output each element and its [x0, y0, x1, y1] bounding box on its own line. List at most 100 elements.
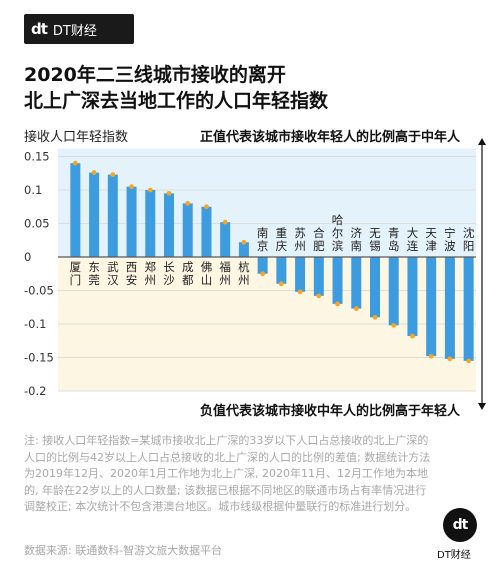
category-label: 合 — [313, 226, 325, 240]
chart-title: 2020年二三线城市接收的离开 北上广深去当地工作的人口年轻指数 — [24, 62, 484, 114]
chart-title-line-1: 2020年二三线城市接收的离开 — [24, 64, 286, 86]
y-tick-label: 0.15 — [24, 150, 50, 164]
category-label: 青 — [388, 226, 400, 240]
category-label: 安 — [126, 273, 138, 287]
bar-福州 — [220, 222, 231, 257]
bar-tip-dot — [72, 160, 78, 166]
category-label: 锡 — [369, 239, 381, 253]
y-tick-label: -0.1 — [24, 317, 46, 331]
bar-tip-dot — [316, 293, 322, 299]
footnote: 注: 接收人口年轻指数=某城市接收北上广深的33岁以下人口占总接收的北上广深的人… — [24, 434, 431, 513]
bar-苏州 — [295, 257, 306, 292]
bar-tip-dot — [110, 172, 116, 177]
bar-南京 — [257, 257, 268, 274]
bar-济南 — [351, 257, 362, 309]
bar-重庆 — [276, 257, 287, 284]
bar-tip-dot — [278, 281, 284, 287]
bar-青岛 — [388, 257, 399, 326]
category-label: 州 — [145, 273, 157, 287]
category-label: 厦 — [70, 260, 82, 274]
bar-tip-dot — [391, 322, 397, 328]
category-label: 滨 — [332, 239, 344, 253]
category-label: 尔 — [332, 226, 344, 240]
bar-武汉 — [107, 174, 118, 257]
dt-logo-icon: dt — [31, 20, 48, 38]
bar-天津 — [426, 257, 437, 357]
bar-tip-dot — [222, 219, 228, 225]
category-label: 苏 — [294, 226, 306, 240]
category-label: 肥 — [313, 239, 325, 253]
bar-tip-dot — [447, 356, 453, 362]
category-label: 莞 — [88, 273, 100, 287]
arrow-up-icon — [478, 138, 486, 145]
y-tick-label: 0 — [24, 250, 31, 264]
category-label: 重 — [276, 226, 288, 240]
bar-tip-dot — [335, 301, 340, 307]
bar-tip-dot — [297, 289, 303, 295]
bar-tip-dot — [260, 271, 266, 277]
category-label: 沈 — [463, 226, 475, 240]
category-label: 济 — [351, 226, 363, 240]
bar-tip-dot — [204, 204, 209, 210]
bar-哈尔滨 — [332, 257, 343, 304]
y-axis-title: 接收人口年轻指数 — [24, 130, 129, 145]
bar-长沙 — [164, 193, 174, 257]
y-tick-label: 0.05 — [24, 217, 50, 231]
bar-沈阳 — [463, 257, 474, 361]
category-label: 门 — [70, 273, 82, 287]
bar-tip-dot — [147, 187, 153, 193]
category-label: 西 — [126, 260, 138, 274]
bar-成都 — [182, 203, 193, 257]
category-label: 长 — [163, 260, 175, 274]
bar-tip-dot — [372, 314, 378, 320]
category-label: 南 — [351, 239, 363, 253]
category-label: 宁 — [444, 226, 456, 240]
category-label: 都 — [182, 273, 194, 287]
category-label: 连 — [407, 239, 419, 253]
data-source: 数据来源: 联通数科-智游文旅大数据平台 — [24, 544, 223, 557]
negative-value-note: 负值代表该城市接收中年人的比例高于年轻人 — [200, 404, 461, 419]
category-label: 大 — [407, 226, 419, 240]
category-label: 波 — [444, 239, 456, 253]
category-label: 津 — [425, 239, 437, 253]
category-label: 福 — [219, 260, 231, 274]
y-tick-label: -0.2 — [24, 384, 46, 398]
category-label: 汉 — [107, 273, 119, 287]
category-label: 东 — [88, 260, 100, 274]
bar-郑州 — [145, 190, 156, 257]
bar-tip-dot — [241, 239, 247, 245]
category-label: 成 — [182, 260, 194, 274]
bar-tip-dot — [166, 190, 172, 196]
chart-title-line-2: 北上广深去当地工作的人口年轻指数 — [24, 90, 329, 112]
bar-厦门 — [70, 163, 81, 257]
positive-value-note: 正值代表该城市接收年轻人的比例高于中年人 — [200, 130, 461, 145]
category-label: 州 — [219, 273, 231, 287]
category-label: 武 — [107, 260, 119, 274]
category-label: 山 — [201, 273, 213, 287]
category-label: 沙 — [163, 273, 175, 287]
y-tick-label: -0.05 — [24, 284, 54, 298]
bar-合肥 — [313, 257, 324, 296]
category-label: 天 — [425, 226, 437, 240]
category-label: 州 — [294, 239, 306, 253]
category-label: 哈 — [332, 213, 344, 227]
category-label: 无 — [369, 226, 381, 240]
category-label: 岛 — [388, 239, 400, 253]
y-tick-label: 0.1 — [24, 183, 42, 197]
category-label: 庆 — [276, 239, 288, 253]
bar-tip-dot — [91, 170, 97, 175]
bar-杭州 — [238, 242, 249, 257]
category-label: 杭 — [238, 260, 250, 274]
category-label: 佛 — [201, 260, 213, 274]
y-tick-label: -0.15 — [24, 351, 54, 365]
category-label: 京 — [257, 239, 269, 253]
badge-label: DT财经 — [437, 550, 471, 561]
bar-tip-dot — [410, 333, 415, 339]
category-label: 郑 — [145, 260, 157, 274]
bar-佛山 — [201, 206, 212, 257]
arrow-down-icon — [478, 403, 486, 410]
category-label: 南 — [257, 226, 269, 240]
bar-无锡 — [370, 257, 380, 318]
bar-西安 — [126, 186, 137, 257]
